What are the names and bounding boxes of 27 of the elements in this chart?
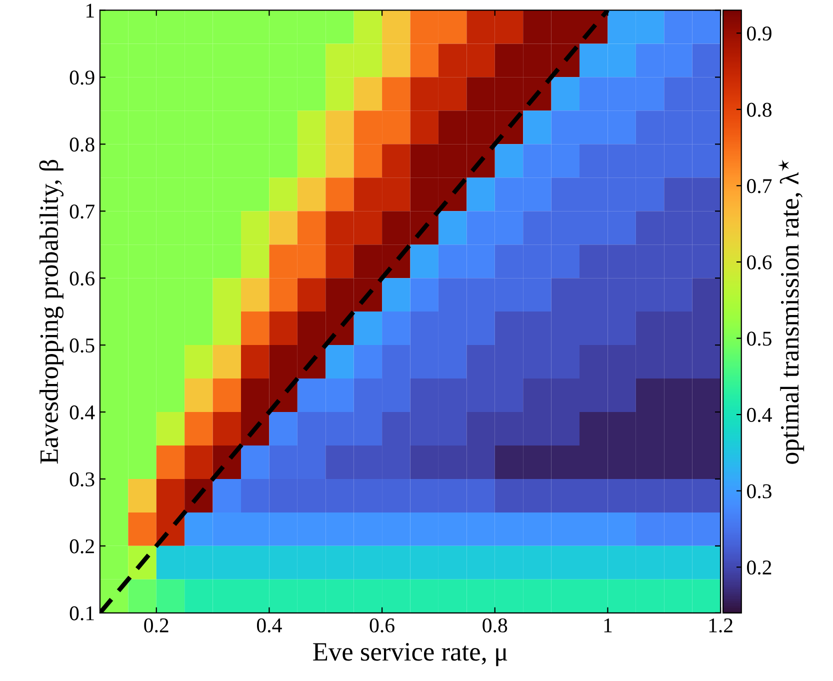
y-tick-label: 0.8 <box>70 138 94 152</box>
color-bar-label: 0.6 <box>747 255 772 270</box>
color-bar-label: 0.8 <box>747 102 772 117</box>
y-tick-label: 0.9 <box>70 70 94 85</box>
x-tick-label: 0.4 <box>256 618 282 633</box>
color-bar-label: 0.7 <box>747 179 772 194</box>
x-tick-label: 1.2 <box>709 618 732 633</box>
color-bar-label: 0.2 <box>747 560 772 575</box>
color-bar-label: 0.4 <box>747 408 772 422</box>
x-axis-title: Eve service rate, μ <box>313 643 508 666</box>
color-bar-label: 0.5 <box>747 332 772 346</box>
y-tick-label: 0.6 <box>70 271 94 286</box>
y-tick-label: 0.3 <box>70 472 94 486</box>
color-bar-label: 0.9 <box>747 26 772 41</box>
x-tick-label: 0.6 <box>370 618 394 633</box>
color-bar-title: optimal transmission rate, λ$^{⋆}$ <box>778 160 804 464</box>
x-tick-label: 0.2 <box>144 618 168 633</box>
y-tick-label: 0.7 <box>70 204 94 219</box>
y-tick-label: 0.5 <box>70 338 94 353</box>
x-tick-label: 1 <box>604 618 612 632</box>
y-tick-label: 0.2 <box>70 539 94 554</box>
y-tick-label: 0.1 <box>70 606 94 620</box>
color-bar-label: 0.3 <box>747 484 772 498</box>
y-tick-label: 1 <box>86 4 94 18</box>
y-tick-label: 0.4 <box>70 405 95 420</box>
y-axis-title: Eavesdropping probability, β <box>39 160 64 464</box>
x-tick-label: 0.8 <box>482 618 508 633</box>
